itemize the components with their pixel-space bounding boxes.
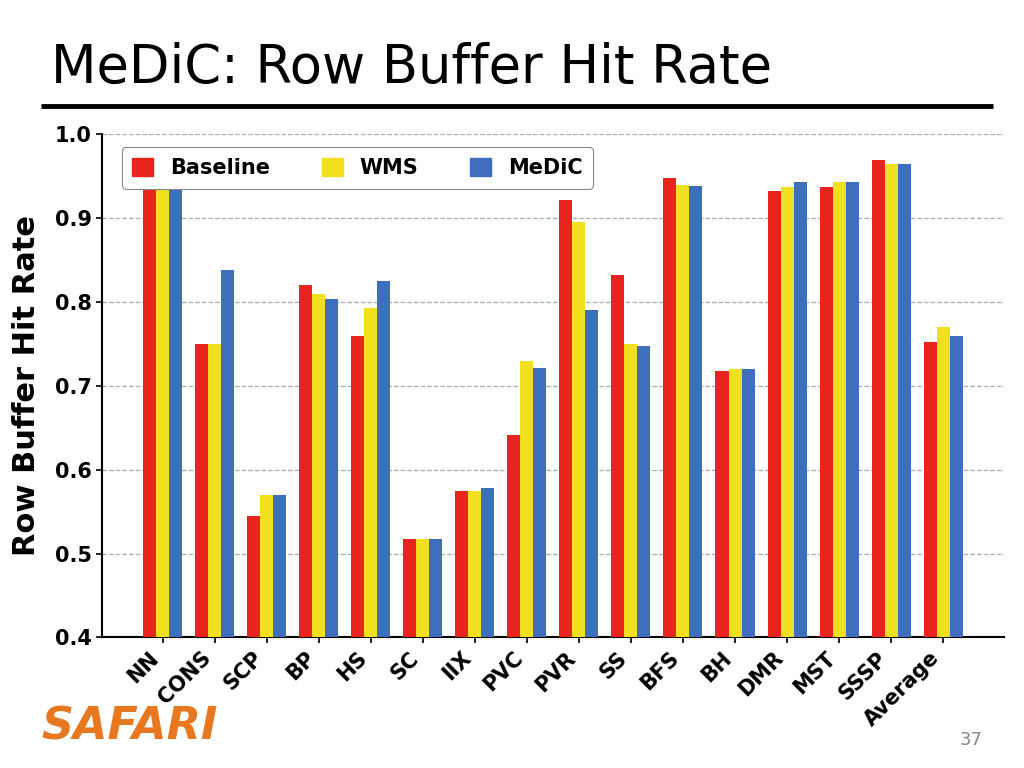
Bar <box>780 187 794 768</box>
Bar <box>351 336 365 768</box>
Bar <box>768 191 780 768</box>
Bar <box>468 491 481 768</box>
Text: 37: 37 <box>961 731 983 749</box>
Bar <box>312 293 326 768</box>
Bar <box>794 182 807 768</box>
Bar <box>365 308 378 768</box>
Bar <box>208 344 221 768</box>
Text: MeDiC: Row Buffer Hit Rate: MeDiC: Row Buffer Hit Rate <box>51 42 772 94</box>
Bar <box>611 275 625 768</box>
Bar <box>728 369 741 768</box>
Bar <box>638 346 650 768</box>
Text: SAFARI: SAFARI <box>41 706 217 749</box>
Bar <box>572 223 586 768</box>
Bar <box>937 327 949 768</box>
Bar <box>534 369 547 768</box>
Bar <box>143 168 157 768</box>
Bar <box>819 187 833 768</box>
Bar <box>417 538 429 768</box>
Bar <box>689 187 702 768</box>
Bar <box>508 435 520 768</box>
Bar <box>456 491 468 768</box>
Bar <box>378 281 390 768</box>
Bar <box>741 369 755 768</box>
Bar <box>429 538 442 768</box>
Bar <box>169 170 182 768</box>
Bar <box>898 164 910 768</box>
Bar <box>273 495 287 768</box>
Bar <box>481 488 495 768</box>
Bar <box>248 516 260 768</box>
Bar <box>949 336 963 768</box>
Bar <box>871 160 885 768</box>
Bar <box>677 185 689 768</box>
Bar <box>846 182 858 768</box>
Bar <box>326 299 338 768</box>
Bar <box>664 178 677 768</box>
Bar <box>586 310 598 768</box>
Y-axis label: Row Buffer Hit Rate: Row Buffer Hit Rate <box>12 215 41 557</box>
Bar <box>196 344 208 768</box>
Bar <box>299 286 312 768</box>
Bar <box>221 270 234 768</box>
Bar <box>833 182 846 768</box>
Bar <box>716 371 728 768</box>
Legend: Baseline, WMS, MeDiC: Baseline, WMS, MeDiC <box>122 147 593 189</box>
Bar <box>924 343 937 768</box>
Bar <box>559 200 572 768</box>
Bar <box>157 170 169 768</box>
Bar <box>520 361 534 768</box>
Bar <box>885 164 898 768</box>
Bar <box>403 538 417 768</box>
Bar <box>625 344 638 768</box>
Bar <box>260 495 273 768</box>
